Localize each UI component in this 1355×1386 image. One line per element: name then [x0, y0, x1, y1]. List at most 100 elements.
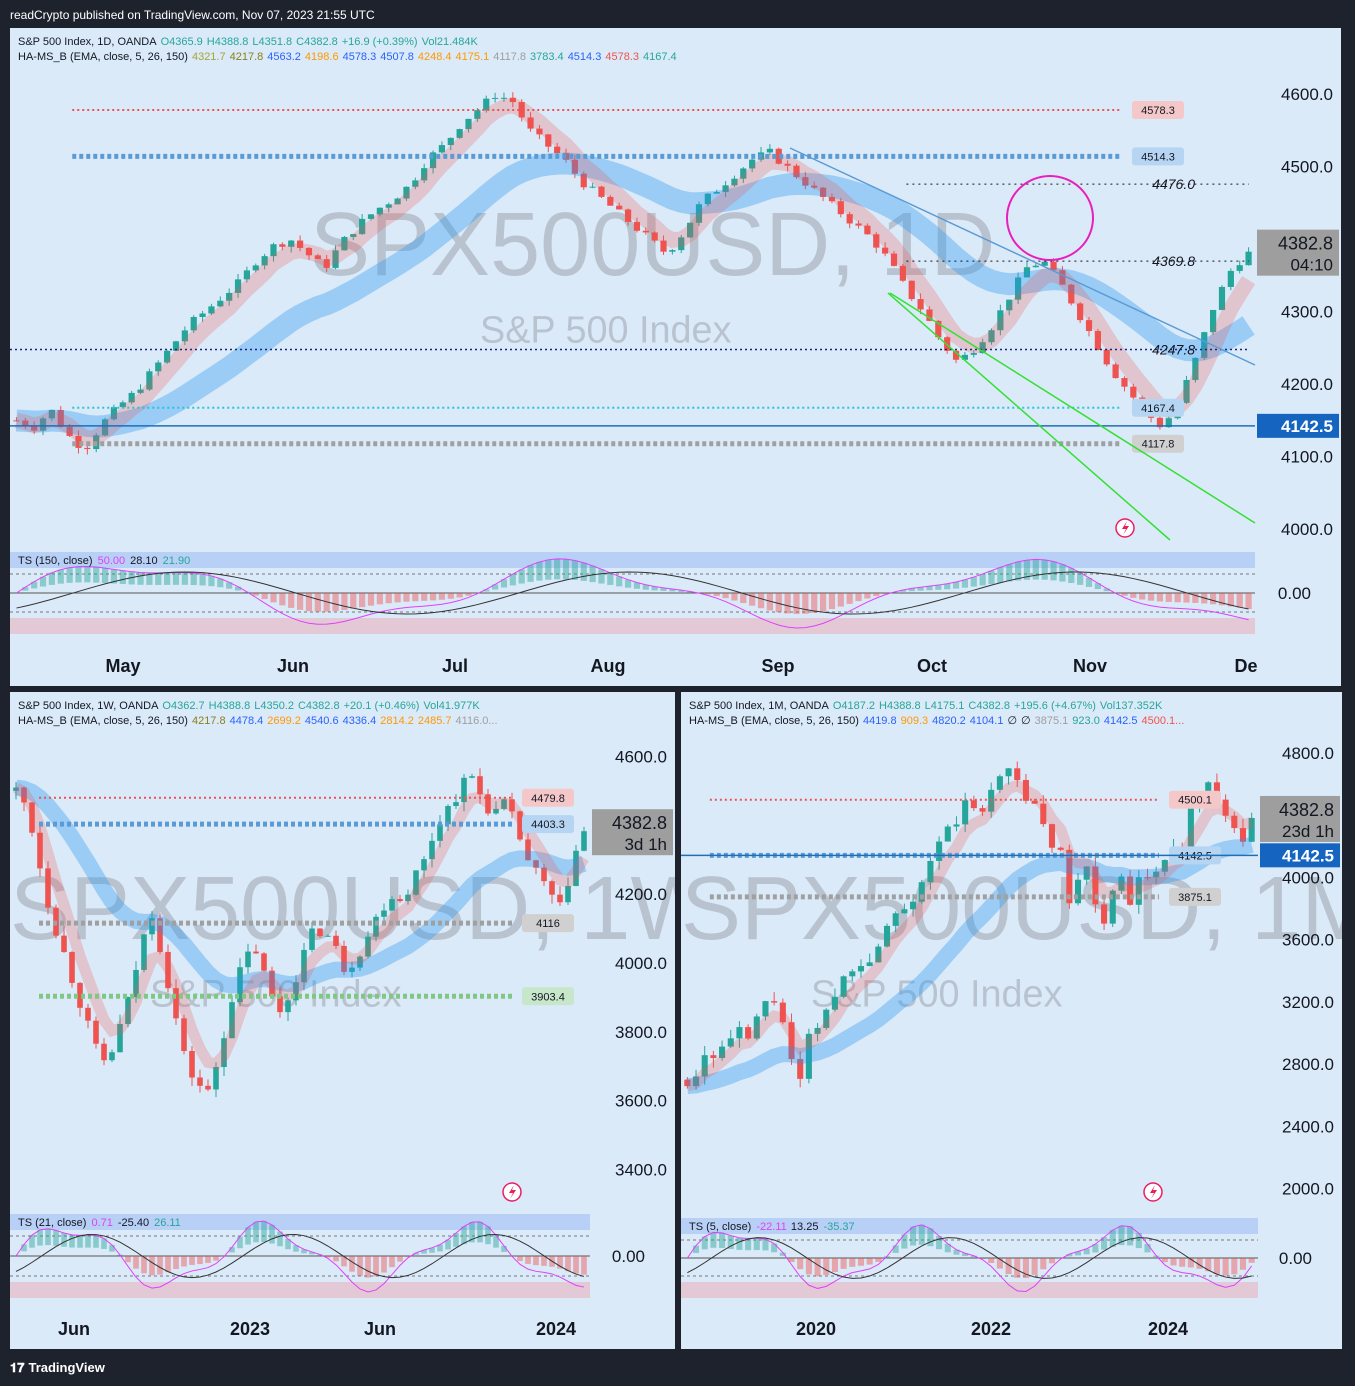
legend-value: 4820.2 — [932, 715, 966, 727]
legend-value: 3875.1 — [1034, 715, 1069, 727]
x-axis-label: Jun — [277, 656, 309, 676]
osc-histogram-bar — [403, 593, 410, 602]
legend-value: S&P 500 Index, 1W, OANDA — [18, 700, 159, 712]
monthly-chart-panel[interactable]: SPX500USD, 1MS&P 500 Index4800.04400.040… — [681, 692, 1342, 1349]
osc-histogram-bar — [944, 583, 951, 590]
price-tag — [1260, 795, 1340, 842]
level-label: 4578.3 — [1141, 105, 1175, 117]
legend-value: 923.0 — [1072, 715, 1100, 727]
osc-histogram-bar — [678, 590, 685, 592]
candle-body — [437, 824, 443, 841]
osc-histogram-bar — [1187, 1258, 1194, 1268]
legend-value: ∅ — [1021, 715, 1031, 727]
monthly-legend-symbol: S&P 500 Index, 1M, OANDA O4187.2 H4388.8 L4… — [689, 699, 1188, 714]
candle-body — [1187, 805, 1194, 849]
downtrend-line[interactable] — [789, 147, 1256, 366]
osc-histogram-bar — [846, 593, 853, 604]
y-tick-label: 4800.0 — [1282, 744, 1334, 763]
candle-body — [119, 402, 126, 408]
osc-histogram-bar — [453, 1233, 459, 1247]
osc-histogram-bar — [57, 569, 64, 584]
candle-body — [270, 244, 277, 257]
osc-histogram-bar — [405, 1256, 411, 1258]
legend-value: 909.3 — [900, 715, 929, 727]
candle-body — [317, 928, 323, 937]
green-channel-lower[interactable] — [887, 292, 1171, 541]
daily-chart-panel[interactable]: SPX500USD, 1D S&P 500 Index 4600.0 4500.0 44… — [10, 28, 1341, 686]
osc-line — [15, 1220, 585, 1293]
lightning-alert-icon[interactable] — [1143, 1182, 1163, 1202]
osc-histogram-bar — [288, 593, 295, 608]
candle-body — [397, 899, 403, 902]
price-label: 4382.8 — [1278, 234, 1333, 254]
osc-histogram-bar — [296, 593, 304, 610]
candle-body — [779, 1002, 786, 1023]
candle-body — [261, 953, 267, 971]
watermark-symbol: SPX500USD, 1D — [310, 195, 995, 295]
lightning-alert-icon[interactable] — [502, 1182, 522, 1202]
osc-histogram-bar — [101, 1238, 107, 1249]
y-tick-label: 4200.0 — [1281, 375, 1333, 394]
lightning-alert-icon[interactable] — [1115, 518, 1135, 538]
osc-histogram-bar — [447, 593, 454, 599]
osc-histogram-bar — [301, 1249, 307, 1254]
osc-histogram-bar — [1074, 1251, 1082, 1256]
candle-body — [598, 186, 605, 197]
osc-histogram-bar — [745, 1238, 752, 1251]
osc-histogram-bar — [172, 572, 180, 585]
daily-chart-svg[interactable]: SPX500USD, 1D S&P 500 Index 4600.0 4500.0 44… — [10, 28, 1341, 686]
osc-legend-value: TS (21, close) — [18, 1217, 86, 1229]
highlight-circle[interactable] — [1006, 175, 1094, 261]
osc-histogram-bar — [133, 1256, 139, 1269]
tradingview-footer[interactable]: 𝟏𝟕 TradingView — [10, 1360, 105, 1376]
osc-histogram-bar — [22, 587, 29, 591]
candle-body — [277, 996, 283, 1013]
x-axis-label: May — [105, 656, 140, 676]
osc-legend: TS (150, close) 50.00 28.10 21.90 — [18, 555, 190, 567]
osc-histogram-bar — [509, 574, 516, 586]
osc-histogram-bar — [536, 561, 543, 581]
candle-body — [571, 159, 578, 174]
osc-histogram-bar — [421, 593, 428, 601]
osc-histogram-bar — [788, 1258, 795, 1262]
osc-signal-line — [15, 1233, 585, 1279]
candle-body — [797, 1059, 804, 1079]
ema-5-band — [13, 782, 589, 1070]
candle-body — [581, 831, 587, 851]
legend-value: 4336.4 — [342, 715, 377, 727]
osc-histogram-bar — [979, 1258, 986, 1259]
candle-body — [405, 894, 411, 902]
candle-body — [695, 204, 703, 223]
candle-body — [935, 320, 942, 338]
monthly-chart-svg[interactable]: SPX500USD, 1MS&P 500 Index4800.04400.040… — [681, 692, 1342, 1349]
green-channel-upper[interactable] — [889, 292, 1256, 524]
candle-body — [1227, 270, 1234, 287]
ema-26-band — [686, 837, 1254, 1095]
weekly-chart-svg[interactable]: SPX500USD, 1WS&P 500 Index4600.04400.042… — [10, 692, 675, 1349]
legend-value: O4187.2 — [832, 700, 876, 712]
candle-body — [1231, 815, 1238, 829]
osc-histogram-bar — [437, 1244, 443, 1252]
candle-body — [828, 196, 836, 202]
osc-histogram-bar — [1245, 593, 1252, 610]
daily-legend-indicator: HA-MS_B (EMA, close, 5, 26, 150) 4321.7 42… — [18, 50, 681, 65]
candle-body — [518, 102, 525, 118]
candle-body — [979, 808, 986, 812]
weekly-chart-panel[interactable]: SPX500USD, 1WS&P 500 Index4600.04400.042… — [10, 692, 675, 1349]
osc-histogram-bar — [701, 1236, 708, 1250]
candle-body — [101, 419, 109, 436]
osc-histogram-bar — [492, 584, 499, 590]
candle-body — [580, 173, 587, 188]
legend-value: ∅ — [1007, 715, 1018, 727]
osc-histogram-bar — [229, 1247, 235, 1253]
osc-histogram-bar — [197, 1256, 203, 1265]
osc-histogram-bar — [389, 1256, 395, 1268]
level-tag — [522, 987, 574, 1006]
candle-body — [1031, 800, 1038, 804]
candle-body — [573, 850, 579, 886]
level-label: 3875.1 — [1178, 892, 1212, 904]
osc-histogram-bar — [1014, 1258, 1021, 1278]
candle-body — [39, 418, 47, 431]
candle-body — [710, 1055, 717, 1058]
candle-body — [846, 214, 853, 224]
